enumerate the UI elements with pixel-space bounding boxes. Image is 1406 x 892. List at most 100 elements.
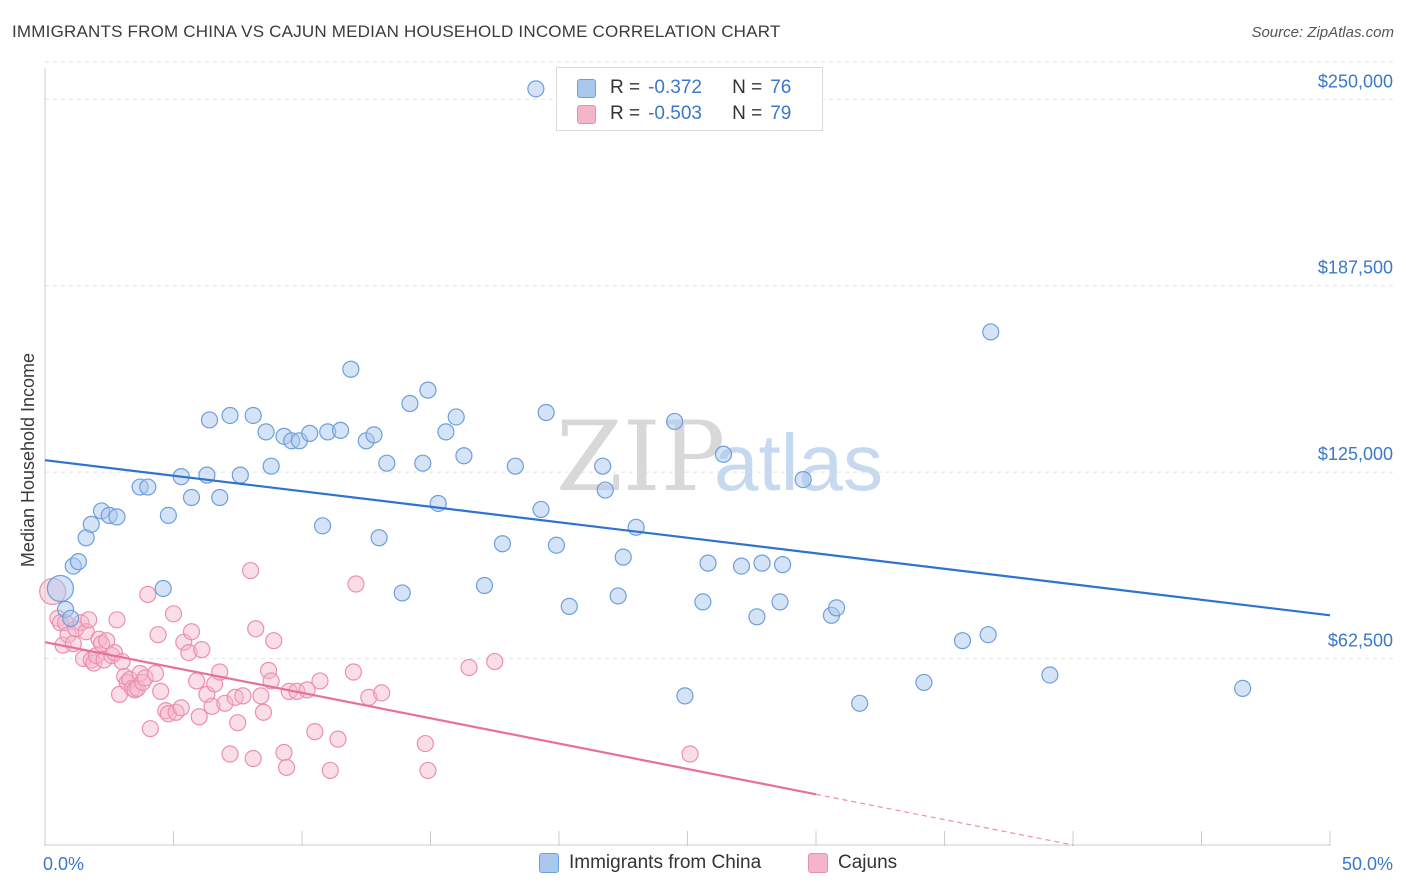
china-point — [506, 457, 524, 475]
china-point — [447, 408, 465, 426]
china-point — [714, 445, 733, 463]
china-point — [231, 466, 249, 484]
cajun-point — [98, 632, 116, 650]
legend-r-label: R = — [610, 103, 641, 124]
china-point — [676, 687, 694, 705]
legend-row-cajuns: R = -0.503 N = 79 — [577, 102, 791, 126]
cajun-point — [149, 626, 167, 644]
china-trend-line — [44, 459, 1331, 617]
china-point — [419, 381, 437, 399]
cajun-point — [182, 623, 201, 641]
cajun-point — [80, 611, 98, 629]
china-point — [794, 471, 812, 489]
cajun-point — [216, 694, 234, 712]
china-point — [732, 557, 751, 575]
cajun-point — [242, 561, 260, 580]
cajun-point — [460, 658, 478, 677]
cajun-point — [244, 749, 262, 768]
cajun-point — [172, 699, 190, 717]
cajun-point — [136, 669, 154, 687]
china-point — [182, 488, 201, 507]
china-point — [262, 457, 280, 475]
y-tick-label: $125,000 — [1318, 444, 1393, 464]
china-point — [851, 694, 869, 712]
china-point — [378, 454, 396, 472]
cajun-point — [108, 611, 126, 629]
china-point — [200, 411, 219, 429]
cajun-point — [164, 605, 183, 623]
china-point — [108, 508, 126, 526]
china-point — [62, 609, 80, 627]
china-point — [609, 587, 627, 605]
china-point — [301, 424, 319, 442]
axes — [44, 68, 1331, 846]
china-point — [475, 576, 494, 595]
cajun-point — [265, 632, 283, 650]
chart-title: IMMIGRANTS FROM CHINA VS CAJUN MEDIAN HO… — [12, 22, 781, 41]
y-tick-labels: $62,500 $125,000 $187,500 $250,000 — [1318, 71, 1393, 650]
legend-n-value: 76 — [770, 77, 792, 98]
cajun-point — [311, 672, 329, 690]
legend-r-label: R = — [610, 77, 641, 98]
legend-label-china: Immigrants from China — [569, 852, 762, 873]
y-axis-label: Median Household Income — [18, 353, 38, 567]
legend-label-cajuns: Cajuns — [838, 852, 898, 873]
legend-swatch-china — [577, 78, 596, 98]
cajun-point — [188, 672, 206, 690]
cajun-point — [193, 641, 211, 659]
cajun-point — [419, 761, 437, 780]
china-point — [532, 500, 550, 519]
china-point — [614, 548, 632, 566]
legend-r-value: -0.503 — [648, 103, 702, 124]
china-point — [365, 426, 383, 444]
china-point — [773, 556, 792, 574]
cajun-point — [180, 644, 198, 662]
trend-lines — [44, 459, 1331, 846]
china-point — [211, 488, 229, 507]
china-point — [547, 536, 566, 554]
china-point — [982, 323, 1000, 341]
legend-swatch-china — [539, 853, 559, 873]
cajun-point — [347, 575, 365, 593]
y-tick-label: $250,000 — [1318, 71, 1393, 91]
cajun-point — [203, 697, 221, 715]
china-point — [560, 597, 578, 615]
watermark-zip: ZIP — [556, 401, 725, 513]
legend-item-china[interactable]: Immigrants from China — [539, 852, 761, 874]
china-point — [455, 447, 473, 465]
china-point — [953, 632, 972, 650]
cajun-point — [152, 682, 170, 700]
china-point — [1234, 679, 1252, 698]
china-point — [331, 421, 350, 439]
cajun-point — [681, 745, 699, 763]
cajun-point — [306, 723, 324, 741]
china-point — [827, 599, 846, 617]
china-point — [139, 478, 157, 496]
legend-stats: R = -0.372 N = 76 R = -0.503 N = 79 — [556, 67, 823, 131]
cajun-point — [234, 687, 252, 705]
china-point — [221, 406, 239, 425]
cajun-point — [329, 730, 347, 748]
china-point — [666, 412, 684, 431]
china-point — [244, 406, 262, 425]
china-point — [69, 553, 88, 571]
cajun-point — [229, 714, 247, 732]
cajun-trend-extension — [815, 793, 1074, 846]
cajun-point — [252, 687, 270, 705]
china-point — [915, 673, 933, 692]
cajun-point — [416, 734, 434, 753]
source-label: Source: ZipAtlas.com — [1251, 24, 1394, 41]
legend-n-label: N = — [732, 77, 763, 98]
cajun-point — [254, 703, 273, 721]
cajuns-points — [39, 561, 699, 780]
china-point — [594, 457, 612, 475]
cajun-point — [247, 620, 265, 638]
legend-n-value: 79 — [770, 103, 792, 124]
china-point — [771, 593, 789, 611]
legend-row-china: R = -0.372 N = 76 — [577, 76, 791, 100]
china-point — [370, 529, 388, 547]
china-point — [154, 579, 172, 598]
china-point — [748, 608, 766, 626]
legend-item-cajuns[interactable]: Cajuns — [808, 852, 897, 874]
